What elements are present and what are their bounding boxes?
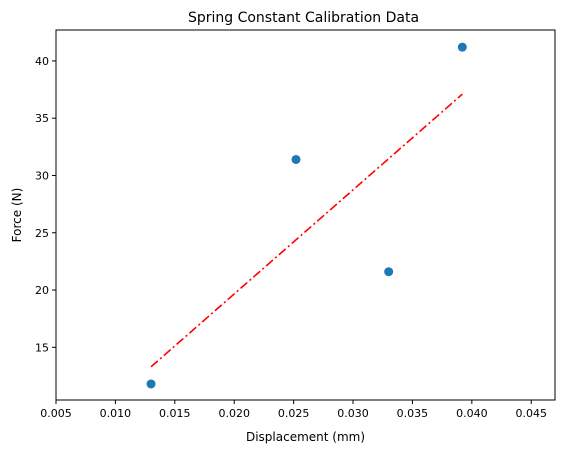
- x-tick-label: 0.030: [337, 407, 369, 420]
- x-tick-label: 0.005: [40, 407, 72, 420]
- y-tick-label: 20: [35, 284, 49, 297]
- data-point: [291, 154, 301, 164]
- x-tick-label: 0.035: [397, 407, 429, 420]
- x-tick-label: 0.045: [515, 407, 547, 420]
- y-tick-label: 35: [35, 112, 49, 125]
- x-axis-label: Displacement (mm): [246, 430, 365, 444]
- x-tick-label: 0.040: [456, 407, 488, 420]
- x-tick-label: 0.020: [218, 407, 250, 420]
- chart-title: Spring Constant Calibration Data: [188, 10, 419, 26]
- x-tick-label: 0.025: [278, 407, 310, 420]
- data-point: [457, 42, 467, 52]
- x-axis: 0.005 0.010 0.015 0.020 0.025 0.030 0.035 0.040…: [40, 400, 547, 420]
- plot-area: [146, 42, 467, 389]
- data-point: [146, 379, 156, 389]
- x-tick-label: 0.010: [100, 407, 132, 420]
- data-point: [384, 267, 394, 277]
- y-tick-label: 30: [35, 169, 49, 182]
- fit-line: [150, 93, 463, 368]
- y-tick-label: 25: [35, 227, 49, 240]
- y-tick-label: 40: [35, 55, 49, 68]
- y-tick-label: 15: [35, 341, 49, 354]
- y-axis-label: Force (N): [10, 188, 24, 243]
- plot-frame: [55, 29, 556, 401]
- x-tick-label: 0.015: [159, 407, 191, 420]
- y-axis: 15 20 25 30 35 40: [35, 55, 56, 354]
